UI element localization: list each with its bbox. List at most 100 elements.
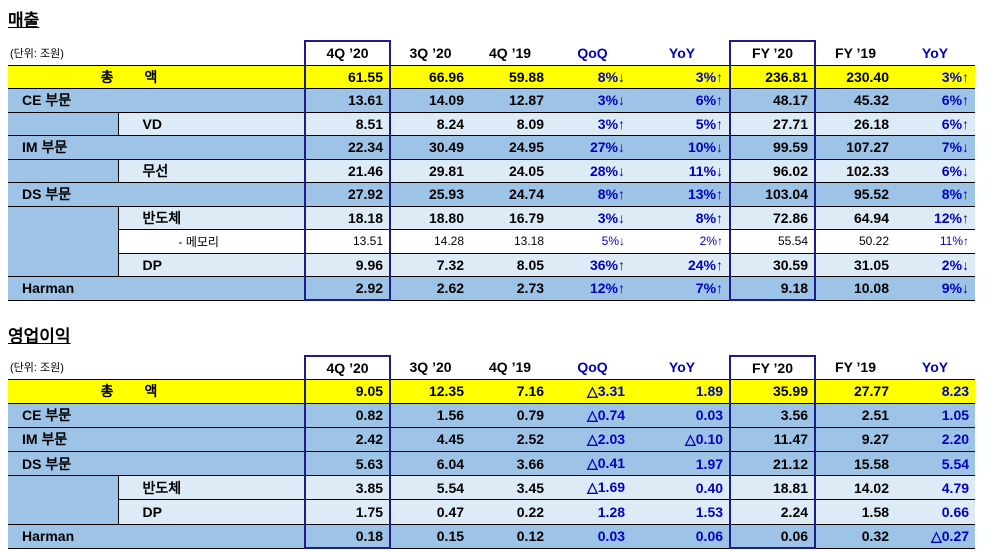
data-cell: 6.04 [390, 451, 471, 477]
data-cell: 21.12 [729, 451, 817, 477]
data-cell: 50.22 [815, 229, 896, 254]
data-cell: 5.54 [895, 451, 976, 477]
row-label: CE 부문 [8, 402, 306, 428]
data-cell: 30.59 [729, 253, 817, 277]
table-row: 총 액 9.05 12.35 7.16 △3.31 1.89 35.99 27.77 8.23 [8, 378, 976, 404]
data-cell: 1.97 [635, 451, 731, 477]
table-row: Harman 0.18 0.15 0.12 0.03 0.06 0.06 0.32 △0.27 [8, 523, 976, 550]
row-label: DP [118, 499, 306, 525]
section-title: 영업이익 [8, 327, 71, 346]
data-cell: 3%↑ [550, 112, 636, 136]
data-cell: 3.85 [304, 475, 392, 501]
indent-cell [8, 229, 119, 253]
data-cell: 3.66 [470, 451, 551, 477]
data-cell: 8%↑ [635, 206, 731, 230]
data-cell: 3.45 [470, 475, 551, 501]
table-row: DP 1.75 0.47 0.22 1.28 1.53 2.24 1.58 0.66 [8, 499, 976, 525]
section-title: 매출 [8, 11, 40, 30]
data-cell: 31.05 [815, 253, 896, 277]
data-cell: 103.04 [729, 182, 817, 207]
data-cell: 8.24 [390, 112, 471, 136]
data-cell: 8%↑ [550, 182, 636, 207]
data-cell: 0.79 [470, 402, 551, 428]
data-cell: 13.51 [304, 229, 392, 254]
data-cell: 2.73 [470, 276, 551, 301]
data-cell: 27.77 [815, 378, 896, 404]
data-cell: 9%↓ [895, 276, 976, 301]
data-cell: 26.18 [815, 112, 896, 136]
data-cell: 9.05 [304, 378, 392, 404]
indent-cell [8, 475, 119, 500]
data-cell: 8.23 [895, 378, 976, 404]
row-label: 무선 [118, 159, 306, 183]
data-cell: 11.47 [729, 426, 817, 453]
data-cell: 0.03 [635, 402, 731, 428]
table-row: CE 부문 13.61 14.09 12.87 3%↓ 6%↑ 48.17 45.32 6%↑ [8, 88, 976, 113]
data-cell: 30.49 [390, 135, 471, 160]
data-cell: 107.27 [815, 135, 896, 160]
data-cell: 8.05 [470, 253, 551, 277]
data-cell: 14.02 [815, 475, 896, 501]
data-cell: 9.18 [729, 276, 817, 301]
data-cell: 9.27 [815, 426, 896, 453]
data-cell: 14.09 [390, 88, 471, 113]
data-cell: 2%↑ [635, 229, 731, 254]
data-cell: 6%↑ [895, 112, 976, 136]
data-cell: 15.58 [815, 451, 896, 477]
row-label: IM 부문 [8, 426, 306, 453]
data-cell: 45.32 [815, 88, 896, 113]
data-cell: 66.96 [390, 64, 471, 89]
data-cell: 0.03 [550, 523, 636, 549]
data-cell: 3%↓ [550, 206, 636, 230]
column-header: QoQ [550, 41, 636, 66]
data-cell: 11%↑ [895, 229, 976, 254]
data-cell: 27%↓ [550, 135, 636, 160]
data-cell: 0.82 [304, 402, 392, 428]
data-cell: 2.24 [729, 499, 817, 525]
header-row: (단위: 조원) 4Q ’20 3Q ’20 4Q ’19 QoQ YoY FY ’20 FY… [8, 355, 976, 380]
data-cell: 6%↓ [895, 159, 976, 183]
data-cell: 35.99 [729, 378, 817, 404]
data-cell: 0.47 [390, 499, 471, 525]
column-header: FY ’20 [729, 355, 817, 380]
data-cell: 18.80 [390, 206, 471, 230]
data-cell: 0.18 [304, 523, 392, 550]
data-cell: 29.81 [390, 159, 471, 183]
data-cell: 18.18 [304, 206, 392, 230]
data-cell: 3%↓ [550, 88, 636, 113]
data-cell: 12.35 [390, 378, 471, 404]
data-cell: 13.61 [304, 88, 392, 113]
data-cell: 55.54 [729, 229, 817, 254]
column-header: 3Q ’20 [390, 41, 471, 66]
row-label: CE 부문 [8, 88, 306, 113]
data-cell: △0.74 [550, 402, 636, 428]
row-label: 반도체 [118, 206, 306, 230]
data-cell: △1.69 [550, 475, 636, 501]
data-cell: 12%↑ [550, 276, 636, 301]
column-header: QoQ [550, 356, 636, 380]
data-cell: 0.15 [390, 523, 471, 549]
data-cell: 2%↓ [895, 253, 976, 277]
data-cell: 21.46 [304, 159, 392, 183]
data-cell: 13.18 [470, 229, 551, 254]
data-cell: 3%↑ [895, 64, 976, 89]
data-cell: 64.94 [815, 206, 896, 230]
data-cell: 11%↓ [635, 159, 731, 183]
row-label: 총 액 [8, 378, 306, 404]
column-header: 4Q ’20 [304, 40, 392, 66]
unit-label: (단위: 조원) [10, 47, 64, 60]
data-cell: 7.16 [470, 378, 551, 404]
data-cell: 24.05 [470, 159, 551, 183]
indent-cell [8, 112, 119, 136]
column-header: FY ’20 [729, 40, 817, 66]
column-header: FY ’19 [815, 41, 896, 66]
data-cell: 13%↑ [635, 182, 731, 207]
row-label: - 메모리 [118, 229, 306, 254]
data-cell: 99.59 [729, 135, 817, 160]
data-cell: 1.53 [635, 499, 731, 525]
data-cell: 1.56 [390, 402, 471, 428]
data-cell: 95.52 [815, 182, 896, 207]
data-cell: 1.05 [895, 402, 976, 428]
data-cell: 22.34 [304, 135, 392, 160]
